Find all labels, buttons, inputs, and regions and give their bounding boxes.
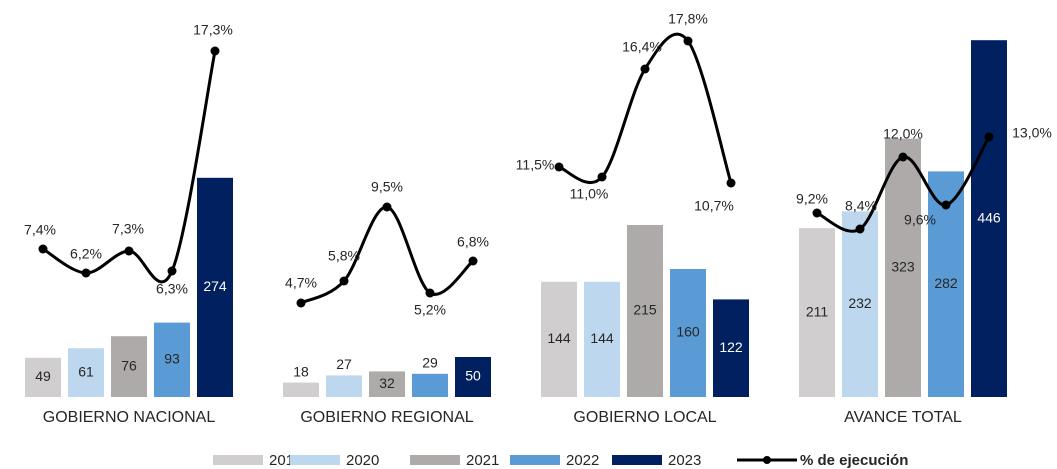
line-point [941, 200, 951, 210]
bar [197, 177, 233, 397]
legend-swatch [612, 455, 662, 465]
category-label: GOBIERNO LOCAL [573, 409, 716, 426]
line-value-label: 7,4% [24, 222, 56, 238]
line-point [640, 64, 650, 74]
line-value-label: 5,8% [328, 248, 360, 264]
line-value-label: 16,4% [622, 39, 662, 55]
line-value-label: 11,5% [516, 157, 555, 173]
bar-value-label: 93 [164, 351, 180, 367]
bar [369, 371, 405, 397]
bar-value-label: 232 [848, 295, 872, 311]
bar [541, 281, 577, 397]
bar [111, 336, 147, 397]
bar-value-label: 211 [806, 303, 829, 319]
line-point [81, 268, 91, 278]
legend-swatch [410, 455, 460, 465]
line-point [38, 244, 48, 254]
line-value-label: 8,4% [845, 198, 877, 214]
line-point [468, 256, 478, 266]
category-label: AVANCE TOTAL [844, 409, 962, 426]
line-value-label: 13,0% [1012, 125, 1052, 141]
legend-label: 2023 [668, 452, 701, 469]
bar [68, 348, 104, 397]
bar-value-label: 61 [78, 363, 94, 379]
line-value-label: 9,2% [796, 191, 828, 207]
bar [799, 228, 835, 397]
line-value-label: 10,7% [694, 198, 734, 214]
line-point [124, 246, 134, 256]
line-point [339, 276, 349, 286]
bar [670, 269, 706, 397]
line-value-label: 4,7% [285, 275, 317, 291]
line-point [210, 46, 220, 56]
bar [627, 225, 663, 397]
bar [455, 357, 491, 397]
line-value-label: 17,3% [193, 22, 233, 38]
line-value-label: 9,6% [904, 212, 936, 228]
line-point [425, 288, 435, 298]
legend-swatch [290, 455, 340, 465]
bar-value-label: 122 [719, 339, 743, 355]
bar [842, 211, 878, 397]
line-point [984, 132, 994, 142]
bar [412, 373, 448, 397]
line-point [597, 172, 607, 182]
line-value-label: 17,8% [668, 11, 708, 27]
legend-label: 2020 [346, 452, 379, 469]
bar-value-label: 50 [465, 368, 481, 384]
bar-value-label: 274 [203, 278, 227, 294]
bar-value-label: 323 [891, 259, 915, 275]
bar [25, 357, 61, 397]
line-point [167, 266, 177, 276]
legend-swatch [510, 455, 560, 465]
bar-value-label: 282 [934, 275, 958, 291]
line-point [554, 162, 564, 172]
line-value-label: 9,5% [371, 179, 403, 195]
line-point [683, 36, 693, 46]
line-value-label: 6,8% [457, 234, 489, 250]
bar-value-label: 18 [293, 363, 309, 379]
bar-value-label: 32 [379, 375, 395, 391]
line-value-label: 12,0% [883, 126, 923, 142]
bar-value-label: 76 [121, 357, 137, 373]
line-value-label: 6,3% [156, 281, 188, 297]
line-value-label: 6,2% [70, 246, 102, 262]
bar-value-label: 144 [590, 330, 614, 346]
bar [713, 299, 749, 397]
bar [971, 40, 1007, 397]
bar-value-label: 160 [676, 324, 700, 340]
line-point [812, 208, 822, 218]
bar [154, 322, 190, 397]
line-value-label: 5,2% [414, 302, 446, 318]
line-point [855, 224, 865, 234]
line-point [898, 152, 908, 162]
legend-swatch [213, 455, 263, 465]
line-point [726, 178, 736, 188]
bar-value-label: 29 [422, 355, 438, 371]
bar-value-label: 27 [336, 356, 352, 372]
legend-label: % de ejecución [800, 452, 908, 469]
legend-label: 2021 [466, 452, 499, 469]
line-point [382, 202, 392, 212]
line-point [296, 298, 306, 308]
line [558, 32, 733, 185]
bar-value-label: 49 [35, 368, 51, 384]
category-label: GOBIERNO NACIONAL [43, 409, 216, 426]
bar [885, 138, 921, 397]
line-value-label: 7,3% [112, 221, 144, 237]
legend-marker [763, 456, 771, 464]
line [300, 205, 475, 305]
line-value-label: 11,0% [570, 186, 609, 202]
bar-value-label: 446 [977, 209, 1001, 225]
category-label: GOBIERNO REGIONAL [300, 409, 473, 426]
bar [326, 375, 362, 397]
legend-label: 2022 [566, 452, 599, 469]
bar-value-label: 215 [633, 302, 657, 318]
bar [283, 382, 319, 397]
bar [584, 281, 620, 397]
bar-value-label: 144 [547, 330, 571, 346]
